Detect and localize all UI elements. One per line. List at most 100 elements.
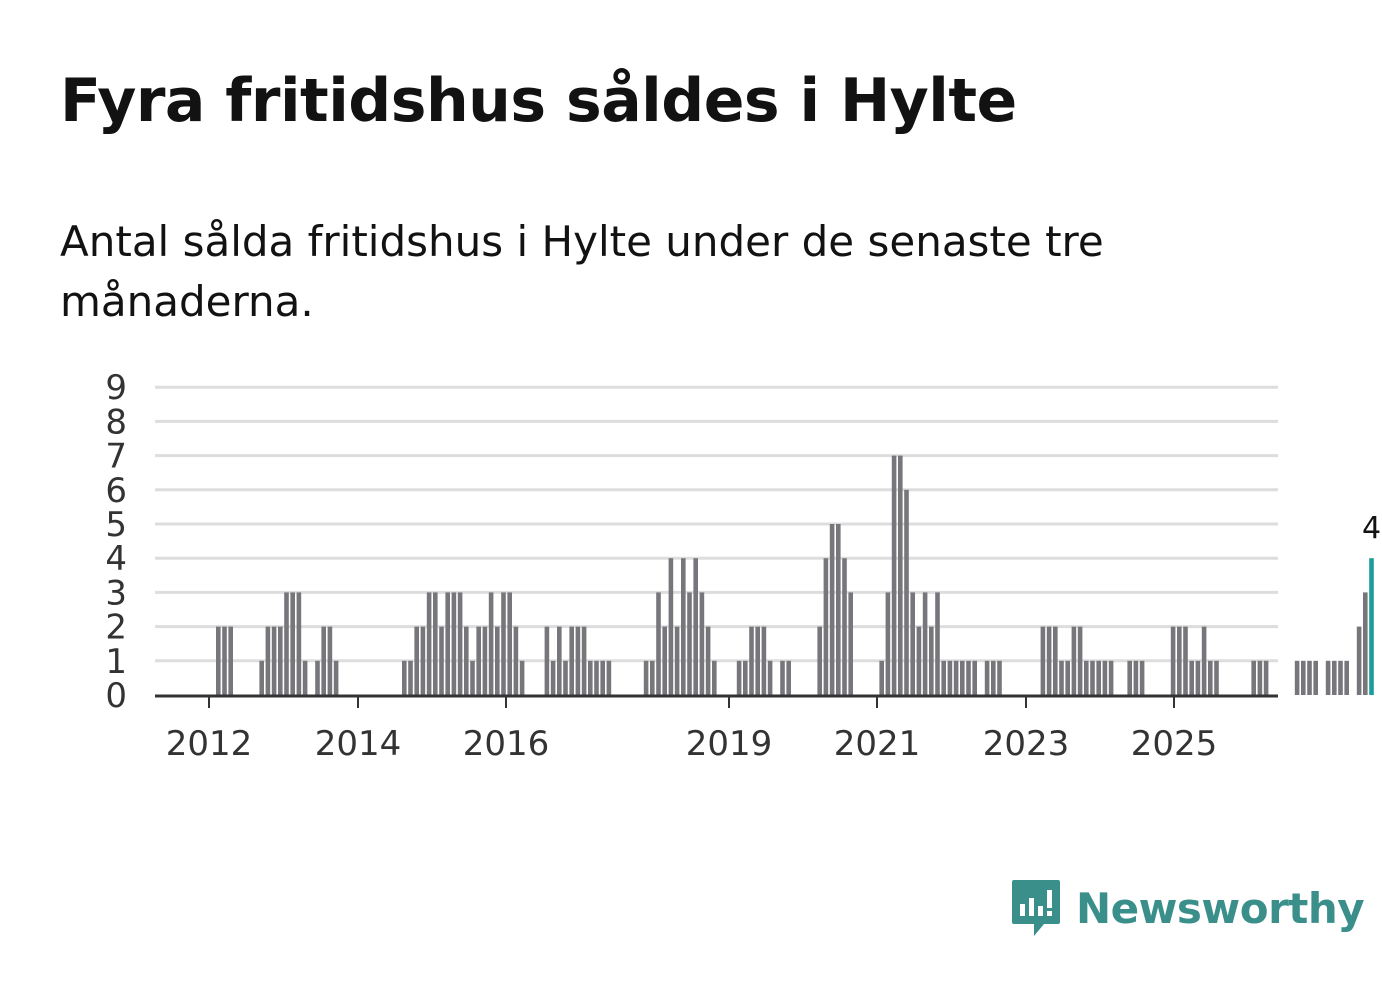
bar [296,592,302,695]
bar [408,660,413,695]
bar [904,489,909,695]
bar [935,592,940,695]
bar [829,524,835,695]
bar [1053,626,1058,695]
bar [426,592,432,695]
bar-value-label: 4 [1362,511,1381,546]
x-tick-label: 2012 [166,724,253,764]
bar [780,660,785,695]
bar [519,660,525,695]
bar-labels: 4 [1362,511,1381,546]
x-tick-label: 2014 [315,724,402,764]
bar [507,592,512,695]
bar [879,660,884,695]
y-tick-label: 2 [105,608,127,648]
bar [315,660,320,695]
bar [1071,626,1077,695]
bar [1084,660,1089,695]
bar [743,660,748,695]
bar [488,592,494,695]
bar [1214,660,1219,695]
bar [786,660,791,695]
bar [1177,626,1182,695]
bar [1313,660,1318,695]
bar [1133,660,1139,695]
bar [891,455,897,695]
bar [656,592,661,695]
bar [1040,626,1046,695]
bar [1294,660,1300,695]
x-tick-label: 2021 [834,724,921,764]
bar [222,626,227,695]
bar [1201,626,1207,695]
bar [1046,626,1052,695]
newsworthy-logo[interactable]: Newsworthy [1010,878,1365,938]
bar [941,660,946,695]
bar [327,626,333,695]
bar [1065,660,1070,695]
bar [284,592,289,695]
bar [333,660,339,695]
bar [569,626,574,695]
bar [495,626,500,695]
bar [674,626,680,695]
bar [302,660,308,695]
bar [1344,660,1349,695]
bar [1077,626,1083,695]
bar [1325,660,1331,695]
bar [1127,660,1132,695]
bar [470,660,475,695]
bar [885,592,891,695]
bar [984,660,990,695]
y-tick-label: 9 [105,368,127,408]
bar [265,626,271,695]
bar [1251,660,1256,695]
bar [290,592,295,695]
bar [557,626,562,695]
bar [960,660,965,695]
bar [1059,660,1064,695]
bar [575,626,581,695]
bar [501,592,506,695]
y-tick-label: 8 [105,402,127,442]
bar [1096,660,1101,695]
bar [693,558,698,695]
bar [997,660,1002,695]
bar [755,626,760,695]
bar [451,592,457,695]
bar [259,660,264,695]
x-tick-label: 2025 [1131,724,1218,764]
bar [228,626,233,695]
bar [916,626,922,695]
y-tick-label: 6 [105,471,127,511]
x-tick-label: 2016 [463,724,550,764]
grid-lines [155,385,1278,663]
y-tick-label: 0 [105,676,127,716]
bar [482,626,488,695]
bar [321,626,326,695]
bar [445,592,450,695]
bar [1183,626,1188,695]
y-tick-label: 7 [105,437,127,477]
bar [681,558,686,695]
bar [736,660,742,695]
chart-subtitle: Antal sålda fritidshus i Hylte under de … [60,217,1104,326]
bar [1356,626,1362,695]
bar [1263,660,1269,695]
bar [600,660,605,695]
bar [1363,592,1368,695]
chart-title: Fyra fritidshus såldes i Hylte [60,66,1017,136]
bar [588,660,593,695]
bar [464,626,469,695]
bar [1170,626,1176,695]
bar [1307,660,1312,695]
bar [402,660,407,695]
bar [929,626,934,695]
bar [1195,660,1201,695]
bar [668,558,674,695]
bar [1189,660,1194,695]
bar [594,660,599,695]
y-tick-label: 4 [105,539,127,579]
